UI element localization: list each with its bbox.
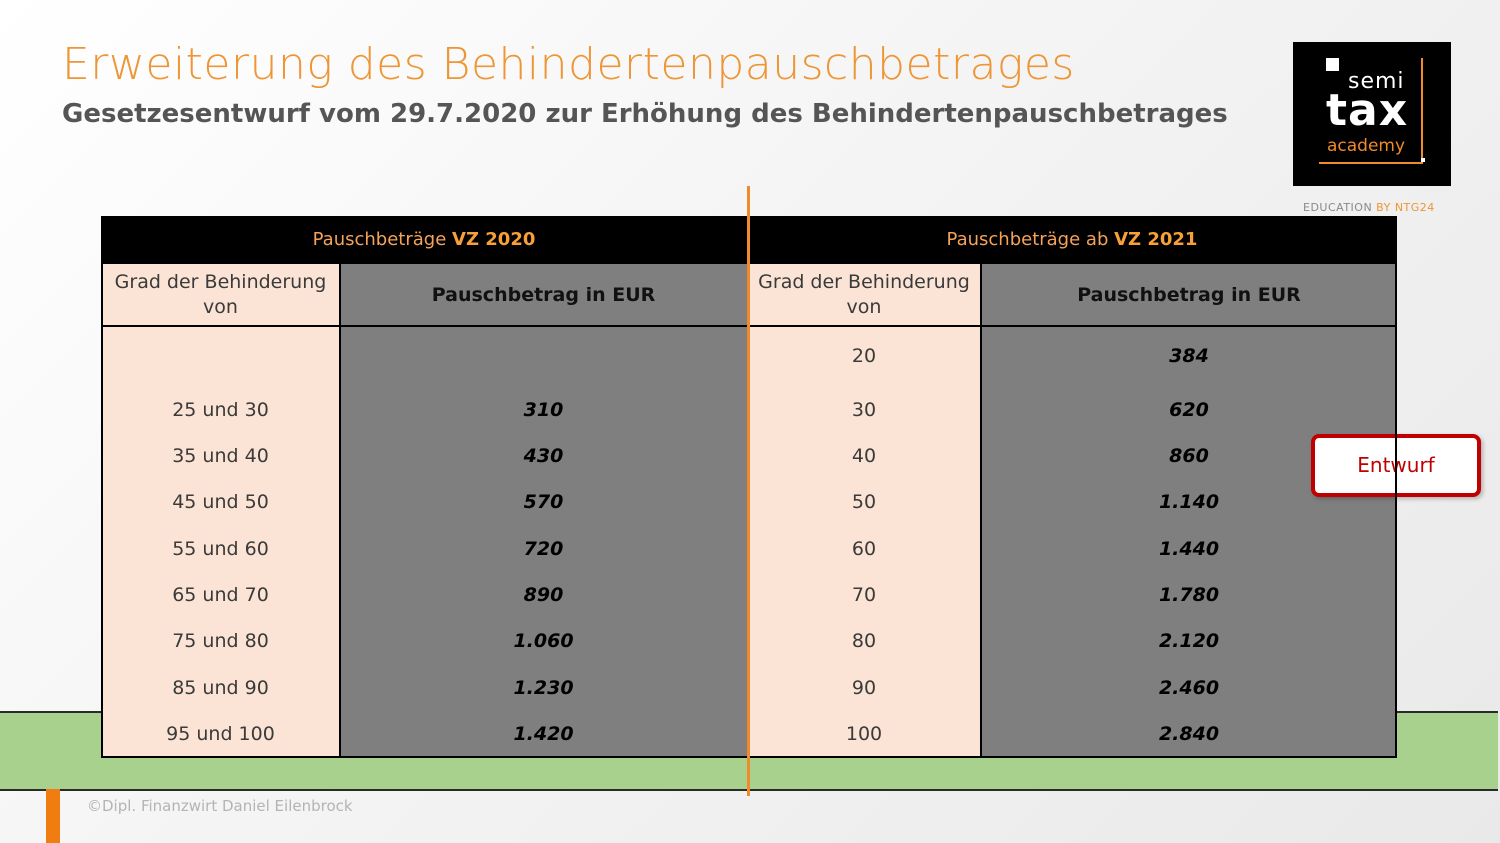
amount-column-2020 xyxy=(340,264,747,758)
col-header-amount-2020: Pauschbetrag in EUR xyxy=(431,283,656,306)
amount-cell-2020: 570 xyxy=(523,491,564,513)
grad-cell-2021: 40 xyxy=(851,445,877,467)
amount-cell-2021: 2.460 xyxy=(1158,677,1220,699)
grad-cell-2021: 80 xyxy=(851,630,877,652)
header-vz-2020: Pauschbeträge VZ 2020 xyxy=(101,216,747,264)
copyright-footer: ©Dipl. Finanzwirt Daniel Eilenbrock xyxy=(87,797,353,815)
amount-cell-2021: 2.120 xyxy=(1158,630,1220,652)
grad-cell-2021: 70 xyxy=(851,584,877,606)
grad-column-2021 xyxy=(747,264,981,758)
slide-subtitle: Gesetzesentwurf vom 29.7.2020 zur Erhöhu… xyxy=(62,99,1228,129)
amount-cell-2021: 620 xyxy=(1169,399,1209,421)
amount-cell-2020: 1.420 xyxy=(513,723,574,745)
amount-cell-2020: 720 xyxy=(523,538,564,560)
col-header-grad-2020: Grad der Behinderung von xyxy=(114,270,327,318)
column-divider xyxy=(339,264,341,758)
entwurf-badge: Entwurf xyxy=(1311,434,1481,497)
col-header-grad-2021: Grad der Behinderung von xyxy=(758,270,970,318)
header-vz-2021: Pauschbeträge ab VZ 2021 xyxy=(747,216,1397,264)
amount-cell-2021: 860 xyxy=(1169,445,1209,467)
grad-cell-2021: 100 xyxy=(845,723,883,745)
amount-cell-2020: 1.060 xyxy=(513,630,574,652)
column-divider xyxy=(980,264,982,758)
grad-cell-2021: 30 xyxy=(851,399,877,421)
amount-cell-2020 xyxy=(340,341,747,371)
grad-cell-2021: 60 xyxy=(851,538,877,560)
amount-column-2021 xyxy=(981,264,1397,758)
col-header-amount-2021: Pauschbetrag in EUR xyxy=(1077,283,1301,306)
slide-title: Erweiterung des Behindertenpauschbetrage… xyxy=(62,39,1075,90)
amount-cell-2020: 1.230 xyxy=(513,677,574,699)
amount-cell-2021: 1.140 xyxy=(1158,491,1220,513)
amount-cell-2021: 384 xyxy=(1169,345,1209,367)
amount-cell-2020: 310 xyxy=(523,399,564,421)
grad-cell-2020: 85 und 90 xyxy=(172,677,269,699)
grad-cell-2020: 55 und 60 xyxy=(172,538,269,560)
pauschbetrag-table: Pauschbeträge VZ 2020 Pauschbeträge ab V… xyxy=(101,216,1397,758)
amount-cell-2021: 1.440 xyxy=(1158,538,1220,560)
logo-tagline: EDUCATION BY NTG24 xyxy=(1303,201,1435,214)
grad-cell-2020: 95 und 100 xyxy=(166,723,275,745)
amount-cell-2020: 430 xyxy=(523,445,564,467)
grad-cell-2021: 20 xyxy=(851,345,877,367)
amount-cell-2021: 2.840 xyxy=(1158,723,1220,745)
grad-column-2020 xyxy=(101,264,340,758)
footer-accent-bar xyxy=(46,789,60,843)
grad-cell-2021: 50 xyxy=(851,491,877,513)
grad-cell-2020: 45 und 50 xyxy=(172,491,269,513)
grad-cell-2020: 35 und 40 xyxy=(172,445,269,467)
grad-cell-2020: 25 und 30 xyxy=(172,399,269,421)
grad-cell-2020: 65 und 70 xyxy=(172,584,269,606)
amount-cell-2021: 1.780 xyxy=(1158,584,1220,606)
vz-divider-line xyxy=(747,186,750,796)
semitax-academy-logo: semi tax academy xyxy=(1293,42,1451,186)
amount-cell-2020: 890 xyxy=(523,584,564,606)
grad-cell-2021: 90 xyxy=(851,677,877,699)
grad-cell-2020 xyxy=(101,341,340,371)
grad-cell-2020: 75 und 80 xyxy=(172,630,269,652)
